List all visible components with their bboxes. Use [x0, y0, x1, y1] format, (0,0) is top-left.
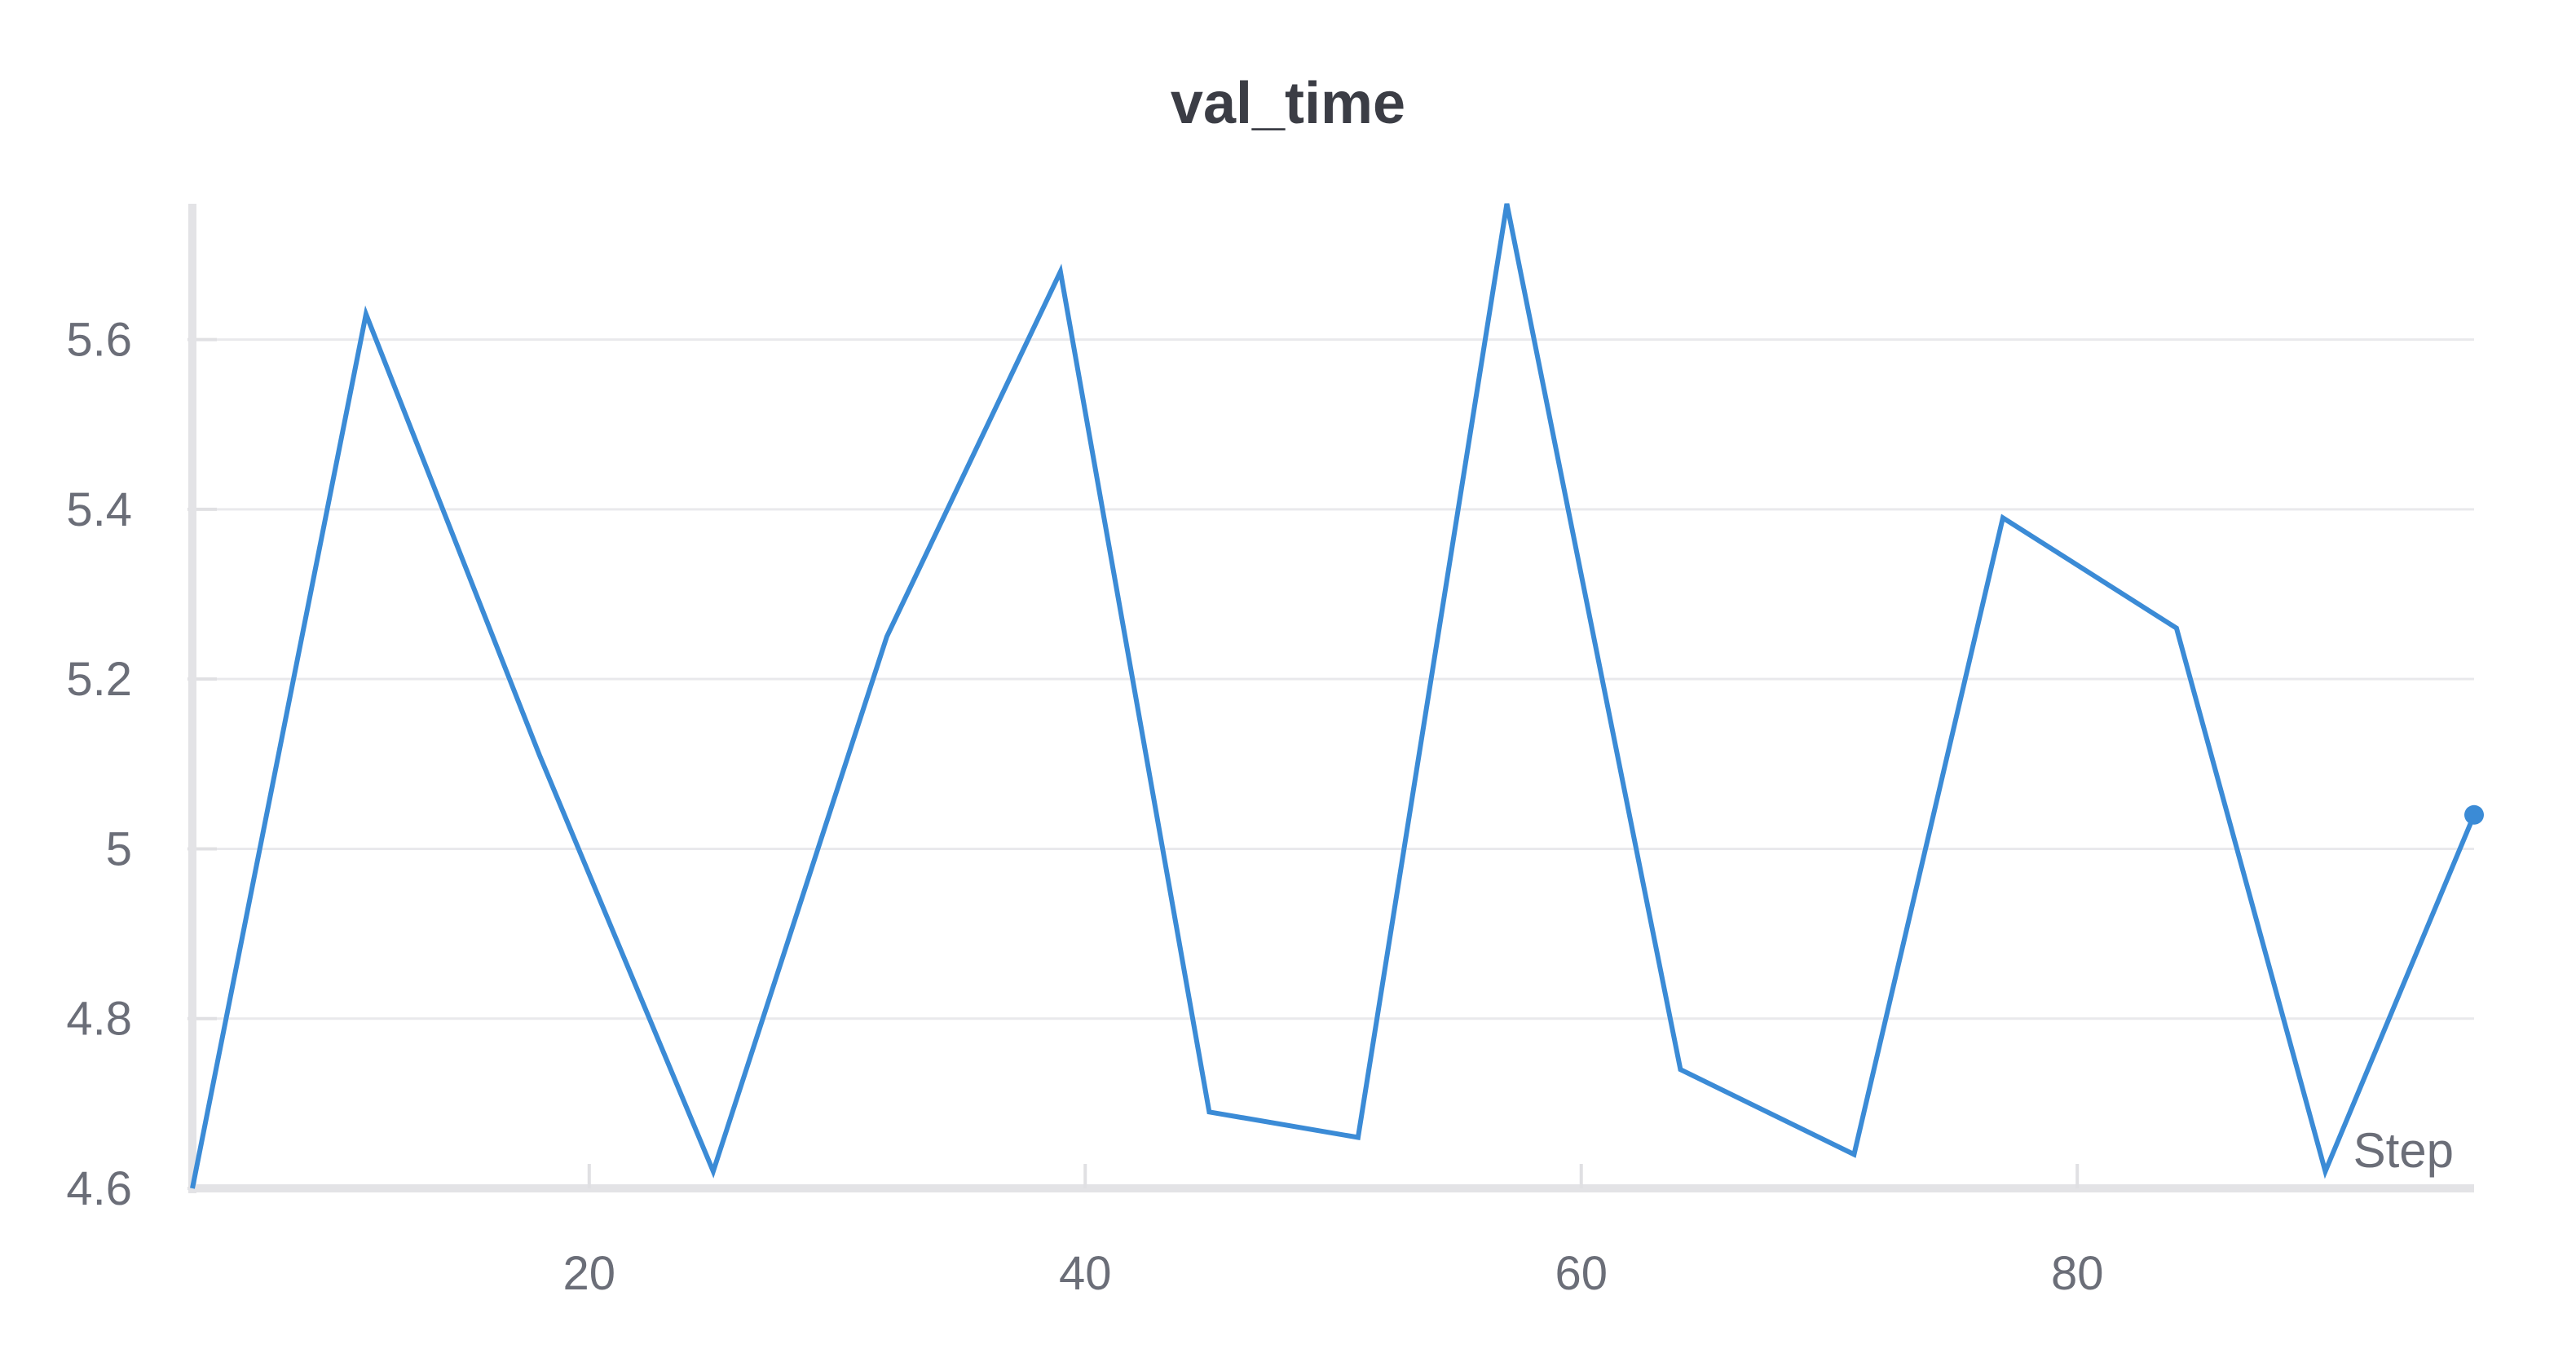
series-layer	[190, 203, 2484, 1189]
tick-labels: 4.6 4.8 5 5.2 5.4 5.6 20 40 60 80	[66, 314, 2103, 1300]
y-tick-label: 5.6	[66, 314, 132, 367]
x-tick-label: 40	[1059, 1247, 1112, 1300]
last-point-marker	[2464, 804, 2484, 825]
x-tick-label: 80	[2051, 1247, 2104, 1300]
grid-lines	[192, 338, 2474, 1020]
y-tick-label: 5.4	[66, 483, 132, 536]
y-tick-label: 5	[106, 822, 132, 875]
axes	[187, 204, 2474, 1193]
chart-title: val_time	[1170, 71, 1406, 136]
y-tick-label: 4.8	[66, 993, 132, 1046]
series-line	[190, 203, 2477, 1189]
y-tick-label: 5.2	[66, 653, 132, 706]
x-axis-title: Step	[2353, 1123, 2454, 1178]
x-tick-label: 20	[563, 1247, 616, 1300]
y-tick-label: 4.6	[66, 1162, 132, 1215]
x-tick-label: 60	[1555, 1247, 1608, 1300]
